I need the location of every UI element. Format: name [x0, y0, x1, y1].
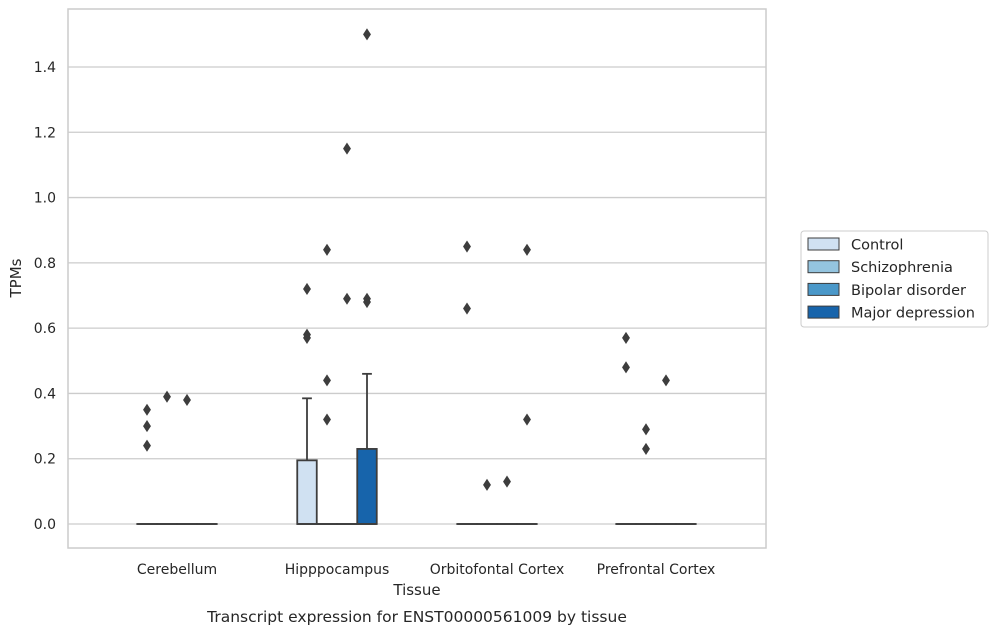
y-tick-label: 1.4: [34, 60, 56, 76]
legend: Control Schizophrenia Bipolar disorder Majo…: [800, 230, 989, 328]
y-tick-label: 0.0: [34, 517, 56, 533]
outlier-point: [303, 331, 311, 344]
y-tick-label: 0.2: [34, 452, 56, 468]
box: [296, 397, 318, 525]
outlier-point: [463, 302, 471, 315]
y-tick-label: 0.8: [34, 256, 56, 272]
x-tick-label: Cerebellum: [137, 562, 217, 578]
plot-frame: [67, 8, 767, 549]
outlier-point: [662, 374, 670, 387]
box: [356, 372, 378, 525]
outlier-point: [183, 393, 191, 407]
x-tick-label: Prefrontal Cortex: [597, 562, 716, 578]
outlier-point: [642, 442, 650, 455]
legend-frame: [800, 230, 989, 328]
y-tick-label: 1.2: [34, 125, 56, 141]
legend-swatch: [807, 282, 840, 296]
outlier-point: [143, 420, 151, 433]
x-tick-label: Orbitofontal Cortex: [430, 562, 565, 578]
outlier-point: [523, 413, 531, 426]
outlier-point: [363, 295, 371, 309]
outlier-point: [622, 331, 630, 344]
outlier-point: [143, 439, 151, 452]
legend-swatch: [807, 305, 840, 319]
legend-label: Bipolar disorder: [851, 283, 966, 299]
y-tick-labels: 0.0 0.2 0.4 0.6 0.8 1.0 1.2 1.4: [34, 60, 56, 533]
outlier-point: [523, 243, 531, 256]
x-tick-labels: Cerebellum Hipppocampus Orbitofontal Corte…: [137, 562, 715, 578]
outlier-point: [343, 292, 351, 305]
legend-items: Control Schizophrenia Bipolar disorder Majo…: [807, 237, 975, 322]
legend-swatch: [807, 260, 840, 274]
legend-label: Schizophrenia: [851, 260, 953, 276]
box-series: [136, 372, 697, 525]
outlier-point: [323, 374, 331, 387]
outlier-point: [642, 423, 650, 436]
outlier-point: [323, 413, 331, 426]
x-axis-title: Tissue: [392, 581, 440, 599]
y-tick-label: 1.0: [34, 191, 56, 207]
outlier-point: [463, 240, 471, 253]
outlier-point: [143, 403, 151, 416]
legend-label: Control: [851, 238, 903, 254]
chart-caption: Transcript expression for ENST0000056100…: [206, 608, 627, 626]
y-axis-title: TPMs: [7, 258, 25, 298]
outlier-points: [143, 28, 670, 491]
outlier-point: [323, 243, 331, 256]
legend-label: Major depression: [851, 306, 975, 322]
gridlines: [68, 66, 766, 525]
outlier-point: [622, 361, 630, 374]
y-tick-label: 0.6: [34, 321, 56, 337]
x-tick-label: Hipppocampus: [285, 562, 390, 578]
plot-background: [68, 9, 766, 548]
outlier-point: [503, 475, 511, 488]
box-body: [356, 448, 378, 525]
y-tick-label: 0.4: [34, 386, 56, 402]
outlier-point: [303, 282, 311, 296]
box-body: [296, 459, 318, 525]
outlier-point: [363, 28, 371, 41]
legend-swatch: [807, 237, 840, 251]
outlier-point: [343, 142, 351, 155]
outlier-point: [163, 390, 171, 403]
outlier-point: [483, 478, 491, 491]
